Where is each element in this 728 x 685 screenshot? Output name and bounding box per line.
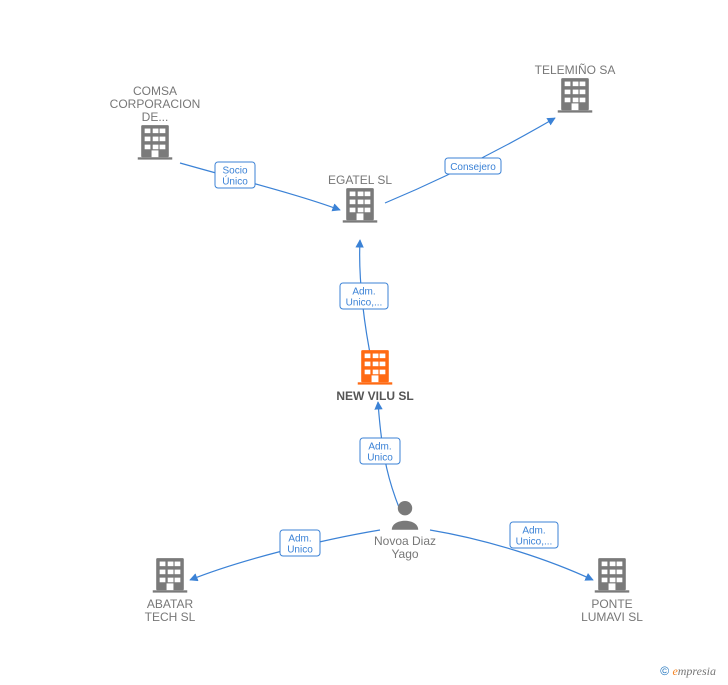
edge-label-text-novoa_newvilu: Adm. bbox=[368, 442, 391, 453]
node-label-novoa: Yago bbox=[391, 547, 418, 561]
node-label-comsa: DE... bbox=[142, 110, 169, 124]
node-ponte[interactable]: building-iconPONTELUMAVI SL bbox=[581, 558, 643, 624]
edge-label-text-comsa_egatel: Socio bbox=[222, 166, 247, 177]
node-telemino[interactable]: building-iconTELEMIÑO SA bbox=[535, 63, 616, 113]
edge-label-text-newvilu_egatel: Adm. bbox=[352, 287, 375, 298]
edge-label-text-novoa_ponte: Unico,... bbox=[516, 537, 553, 548]
node-comsa[interactable]: building-iconCOMSACORPORACIONDE... bbox=[110, 84, 201, 160]
node-novoa[interactable]: person-iconNovoa DiazYago bbox=[374, 501, 436, 561]
node-label-comsa: COMSA bbox=[133, 84, 177, 98]
edge-label-text-comsa_egatel: Único bbox=[222, 175, 248, 188]
edge-label-text-novoa_ponte: Adm. bbox=[522, 526, 545, 537]
node-label-ponte: PONTE bbox=[591, 597, 632, 611]
edge-label-text-egatel_telemino: Consejero bbox=[450, 162, 496, 173]
edge-label-text-novoa_abatar: Adm. bbox=[288, 534, 311, 545]
copyright-symbol: © bbox=[660, 664, 669, 678]
node-abatar[interactable]: building-iconABATARTECH SL bbox=[145, 558, 196, 624]
node-label-abatar: TECH SL bbox=[145, 610, 196, 624]
edge-label-text-newvilu_egatel: Unico,... bbox=[346, 298, 383, 309]
edge-label-text-novoa_newvilu: Unico bbox=[367, 453, 393, 464]
node-label-comsa: CORPORACION bbox=[110, 97, 201, 111]
node-label-ponte: LUMAVI SL bbox=[581, 610, 643, 624]
nodes-layer: building-iconCOMSACORPORACIONDE... buildi… bbox=[110, 63, 644, 624]
brand-rest: mpresia bbox=[678, 664, 716, 678]
node-label-abatar: ABATAR bbox=[147, 597, 194, 611]
edge-comsa_egatel bbox=[180, 163, 340, 210]
node-label-egatel: EGATEL SL bbox=[328, 173, 392, 187]
network-diagram: SocioÚnicoConsejeroAdm.Unico,...Adm.Unic… bbox=[0, 0, 728, 685]
copyright-footer: © empresia bbox=[660, 664, 716, 679]
node-egatel[interactable]: building-iconEGATEL SL bbox=[328, 173, 392, 223]
node-label-telemino: TELEMIÑO SA bbox=[535, 63, 616, 77]
node-label-novoa: Novoa Diaz bbox=[374, 534, 436, 548]
edge-label-text-novoa_abatar: Unico bbox=[287, 545, 313, 556]
node-label-newvilu: NEW VILU SL bbox=[336, 389, 413, 403]
node-newvilu[interactable]: building-iconNEW VILU SL bbox=[336, 350, 413, 403]
